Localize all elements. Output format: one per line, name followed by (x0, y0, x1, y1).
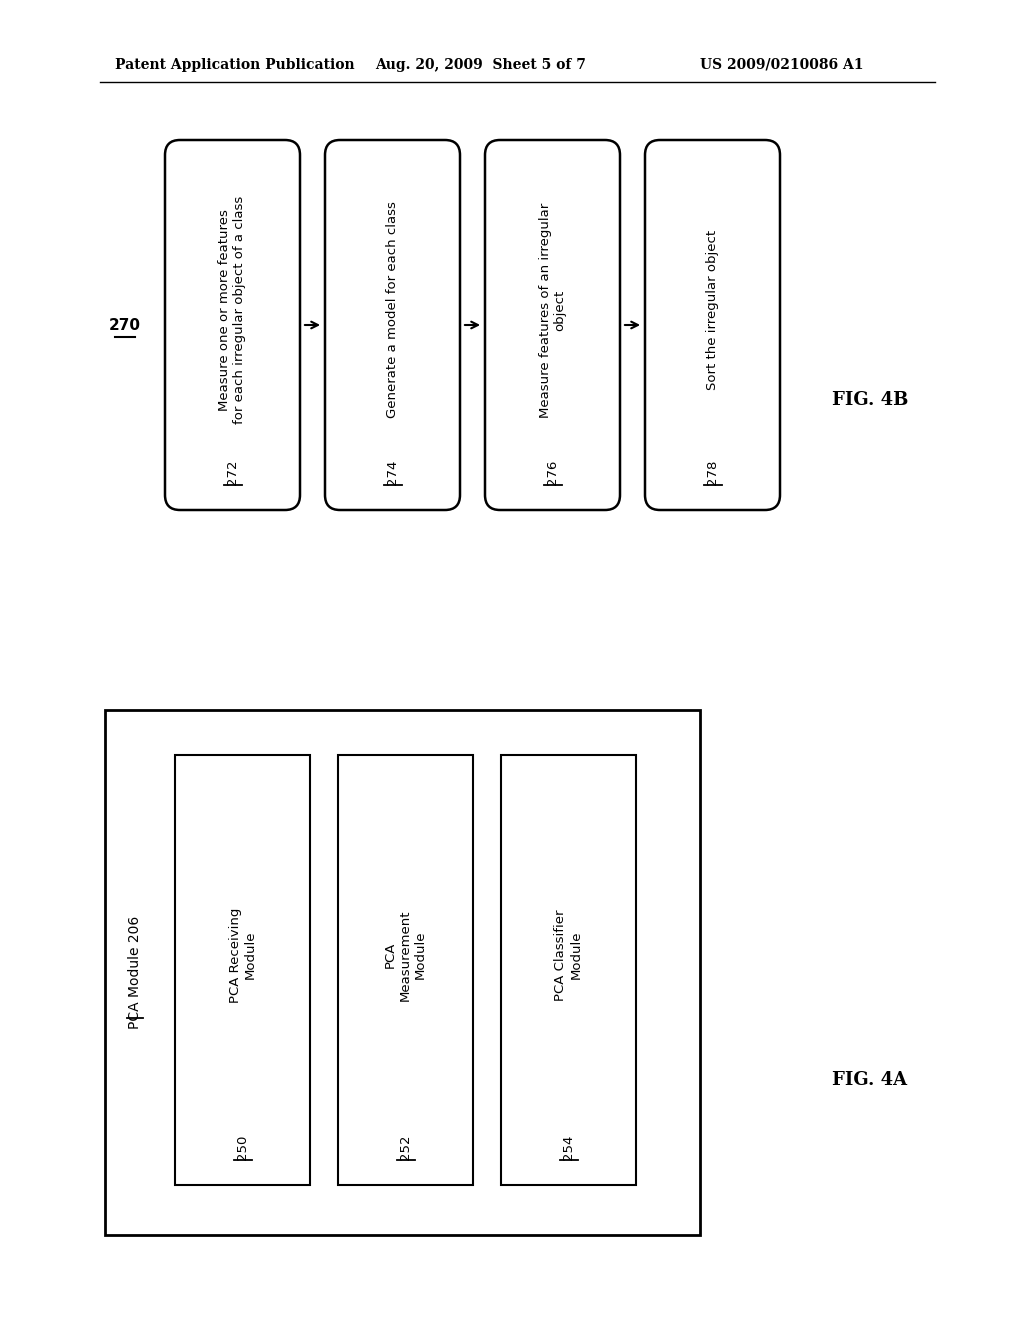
Text: FIG. 4A: FIG. 4A (833, 1071, 907, 1089)
Text: 278: 278 (706, 459, 719, 484)
Text: 276: 276 (546, 459, 559, 484)
Bar (105, 710, 700, 1236)
Bar (501, 755, 636, 1185)
Text: 254: 254 (562, 1134, 575, 1160)
Text: Aug. 20, 2009  Sheet 5 of 7: Aug. 20, 2009 Sheet 5 of 7 (375, 58, 586, 73)
FancyBboxPatch shape (645, 140, 780, 510)
Text: FIG. 4B: FIG. 4B (831, 391, 908, 409)
Text: Patent Application Publication: Patent Application Publication (115, 58, 354, 73)
Text: 270: 270 (109, 318, 141, 333)
Text: 250: 250 (236, 1134, 249, 1160)
Text: PCA Receiving
Module: PCA Receiving Module (228, 907, 256, 1003)
Text: 272: 272 (226, 459, 239, 484)
Text: PCA
Measurement
Module: PCA Measurement Module (384, 909, 427, 1001)
Text: Sort the irregular object: Sort the irregular object (706, 230, 719, 391)
Text: Measure features of an irregular
object: Measure features of an irregular object (539, 202, 566, 417)
Text: PCA Module 206: PCA Module 206 (128, 916, 142, 1030)
Text: PCA Classifier
Module: PCA Classifier Module (555, 909, 583, 1001)
Bar (175, 755, 310, 1185)
FancyBboxPatch shape (325, 140, 460, 510)
Text: US 2009/0210086 A1: US 2009/0210086 A1 (700, 58, 863, 73)
Bar (338, 755, 473, 1185)
Text: 274: 274 (386, 459, 399, 484)
FancyBboxPatch shape (485, 140, 620, 510)
Text: 252: 252 (399, 1134, 412, 1160)
Text: Measure one or more features
for each irregular object of a class: Measure one or more features for each ir… (218, 195, 247, 424)
FancyBboxPatch shape (165, 140, 300, 510)
Text: Generate a model for each class: Generate a model for each class (386, 202, 399, 418)
